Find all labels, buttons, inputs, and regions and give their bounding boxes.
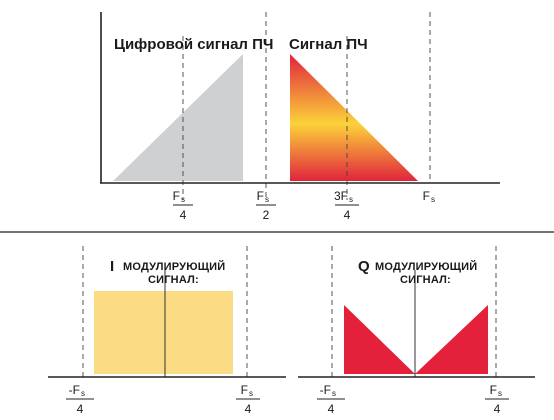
i-tick-neg-sub: s xyxy=(81,389,85,398)
tick-fs4-sub: s xyxy=(181,195,185,204)
i-tick-pos-den: 4 xyxy=(245,402,252,416)
tick-fs2-sub: s xyxy=(265,195,269,204)
q-signal-left xyxy=(344,305,415,374)
i-tick-neg-num: -F xyxy=(69,383,80,397)
i-tick-pos: F s 4 xyxy=(236,383,260,416)
digital-if-triangle xyxy=(113,54,243,181)
top-panel: Цифровой сигнал ПЧ Сигнал ПЧ F s 4 F s 2… xyxy=(100,12,500,222)
tick-fs2-den: 2 xyxy=(263,208,270,222)
i-signal-rect xyxy=(94,291,233,374)
q-label-letter: Q xyxy=(358,258,370,275)
i-tick-neg: -F s 4 xyxy=(66,383,94,416)
tick-3fs4-sub: s xyxy=(349,195,353,204)
i-tick-pos-num: F xyxy=(241,383,248,397)
i-label-letter: I xyxy=(110,258,114,275)
i-panel: I МОДУЛИРУЮЩИЙ СИГНАЛ: -F s 4 F s 4 xyxy=(48,246,286,416)
if-signal-label: Сигнал ПЧ xyxy=(289,36,368,53)
tick-fs-num: F xyxy=(423,189,430,203)
digital-if-label: Цифровой сигнал ПЧ xyxy=(114,36,273,53)
i-tick-pos-sub: s xyxy=(249,389,253,398)
q-tick-pos-num: F xyxy=(490,383,497,397)
if-signal-triangle xyxy=(290,54,418,181)
i-tick-neg-den: 4 xyxy=(77,402,84,416)
i-label-line1: МОДУЛИРУЮЩИЙ xyxy=(123,260,225,273)
tick-fs2: F s 2 xyxy=(256,189,276,222)
q-tick-neg-num: -F xyxy=(320,383,331,397)
tick-fs4: F s 4 xyxy=(173,189,193,222)
q-tick-neg: -F s 4 xyxy=(317,383,345,416)
q-tick-neg-den: 4 xyxy=(328,402,335,416)
q-tick-neg-sub: s xyxy=(332,389,336,398)
tick-fs: F s xyxy=(423,189,435,204)
q-signal-right xyxy=(415,305,488,374)
i-label-line2: СИГНАЛ: xyxy=(148,274,199,286)
tick-fs4-den: 4 xyxy=(180,208,187,222)
q-tick-pos: F s 4 xyxy=(485,383,509,416)
tick-fs4-num: F xyxy=(173,189,180,203)
q-panel: Q МОДУЛИРУЮЩИЙ СИГНАЛ: -F s 4 F s 4 xyxy=(298,246,535,416)
tick-3fs4-den: 4 xyxy=(344,208,351,222)
q-label-line1: МОДУЛИРУЮЩИЙ xyxy=(375,260,477,273)
tick-3fs4-num: 3F xyxy=(334,189,348,203)
tick-fs-sub: s xyxy=(431,195,435,204)
q-tick-pos-sub: s xyxy=(498,389,502,398)
tick-fs2-num: F xyxy=(257,189,264,203)
q-tick-pos-den: 4 xyxy=(494,402,501,416)
q-label-line2: СИГНАЛ: xyxy=(400,274,451,286)
tick-3fs4: 3F s 4 xyxy=(334,189,359,222)
